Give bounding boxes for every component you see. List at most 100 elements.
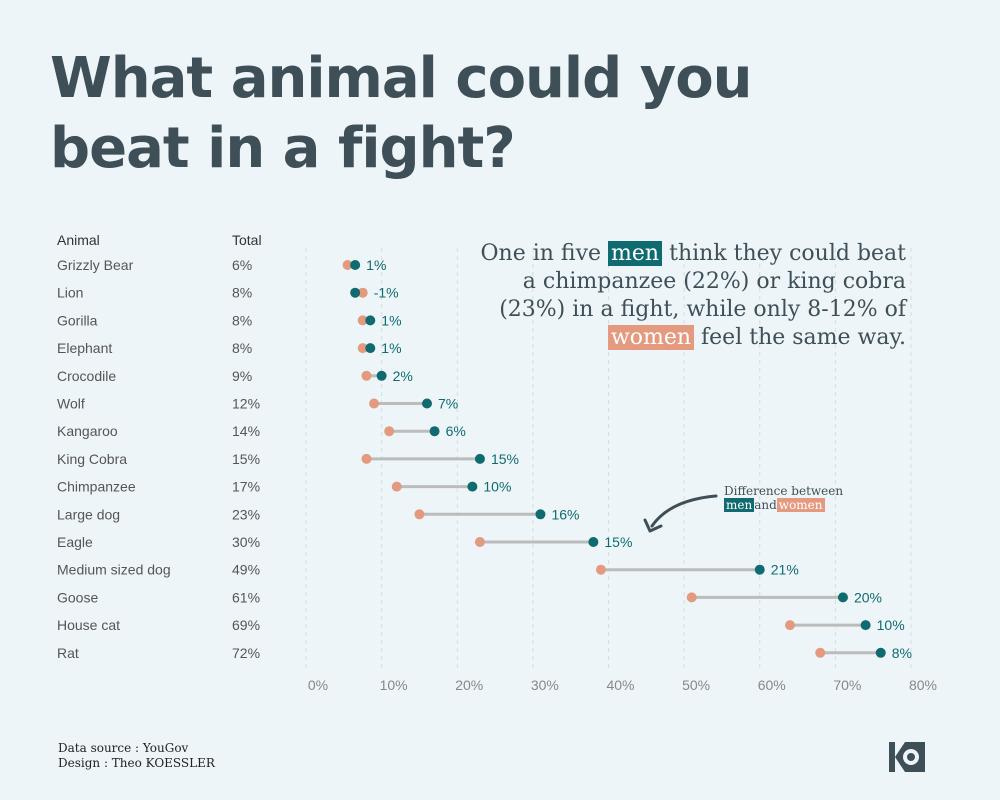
women-point (357, 343, 368, 354)
difference-label: 21% (771, 562, 799, 578)
x-tick-label: 20% (455, 677, 483, 693)
women-point (361, 370, 372, 381)
x-tick-label: 30% (531, 677, 559, 693)
women-highlight: women (607, 325, 695, 350)
annotation-part3: feel the same way. (694, 325, 906, 350)
men-point (365, 315, 376, 326)
animal-label: Eagle (57, 534, 93, 550)
animal-label: Medium sized dog (57, 562, 171, 578)
total-value: 8% (232, 285, 252, 301)
men-point (467, 481, 478, 492)
animal-label: Wolf (57, 396, 85, 412)
men-highlight: men (608, 241, 663, 266)
total-value: 6% (232, 257, 252, 273)
legend-and: and (754, 498, 777, 512)
animal-label: House cat (57, 617, 120, 633)
women-point (414, 509, 425, 520)
animal-label: Gorilla (57, 312, 98, 328)
total-value: 14% (232, 423, 260, 439)
data-source: Data source : YouGov (58, 741, 189, 755)
x-tick-label: 40% (606, 677, 634, 693)
women-point (384, 426, 395, 437)
difference-label: 1% (381, 312, 401, 328)
legend-women: women (776, 498, 825, 512)
animal-label: Crocodile (57, 368, 116, 384)
x-tick-label: 0% (308, 677, 328, 693)
x-tick-label: 60% (758, 677, 786, 693)
men-point (429, 426, 440, 437)
animal-label: Elephant (57, 340, 112, 356)
total-value: 69% (232, 617, 260, 633)
men-point (754, 564, 765, 575)
men-point (365, 343, 376, 354)
difference-label: 6% (446, 423, 466, 439)
x-tick-label: 80% (909, 677, 937, 693)
animal-label: Large dog (57, 506, 120, 522)
total-value: 30% (232, 534, 260, 550)
men-point (422, 398, 432, 409)
difference-legend-line1: Difference between (724, 484, 844, 498)
women-point (815, 647, 826, 658)
women-point (686, 592, 697, 603)
women-point (785, 620, 795, 631)
difference-legend: Difference between men and women (724, 484, 843, 512)
animal-label: Chimpanzee (57, 479, 136, 495)
annotation-text: One in five men think they could beat a … (466, 240, 906, 352)
difference-label: 1% (366, 257, 386, 273)
total-value: 15% (232, 451, 260, 467)
animal-label: Rat (57, 645, 79, 661)
men-point (350, 260, 361, 270)
total-value: 23% (232, 506, 260, 522)
animal-label: King Cobra (57, 451, 127, 467)
women-point (595, 564, 606, 575)
difference-label: 1% (381, 340, 401, 356)
page-title: What animal could you beat in a fight? (50, 46, 753, 181)
legend-men: men (724, 498, 755, 512)
difference-label: 7% (438, 396, 458, 412)
total-column-header: Total (232, 232, 262, 248)
women-point (391, 481, 402, 492)
x-tick-label: 50% (682, 677, 710, 693)
annotation-part1: One in five (480, 241, 609, 266)
difference-label: 10% (483, 479, 511, 495)
women-point (342, 260, 353, 270)
difference-label: 2% (393, 368, 413, 384)
footer: Data source : YouGov Design : Theo KOESS… (58, 741, 215, 771)
women-point (369, 398, 380, 409)
women-point (361, 453, 372, 464)
difference-label: 16% (551, 506, 579, 522)
x-tick-label: 10% (380, 677, 408, 693)
animal-label: Goose (57, 589, 98, 605)
men-point (588, 537, 599, 547)
men-point (474, 453, 485, 464)
ko-logo (889, 742, 925, 772)
total-value: 72% (232, 645, 260, 661)
difference-label: 8% (892, 645, 912, 661)
difference-label: 20% (854, 589, 882, 605)
animal-label: Grizzly Bear (57, 257, 134, 273)
women-point (357, 315, 368, 326)
total-value: 12% (232, 396, 260, 412)
total-value: 8% (232, 312, 252, 328)
difference-label: 10% (877, 617, 905, 633)
annotation-part2: think they could beat a chimpanzee (22%)… (499, 241, 906, 322)
women-point (357, 287, 368, 298)
difference-label: 15% (604, 534, 632, 550)
women-point (474, 537, 485, 547)
difference-label: 15% (491, 451, 519, 467)
men-point (875, 647, 886, 658)
total-value: 17% (232, 479, 260, 495)
animal-column-header: Animal (57, 232, 100, 248)
total-value: 9% (232, 368, 252, 384)
men-point (376, 370, 387, 381)
design-credit: Design : Theo KOESSLER (58, 756, 215, 770)
men-point (535, 509, 546, 520)
total-value: 8% (232, 340, 252, 356)
difference-label: -1% (374, 285, 399, 301)
men-point (350, 287, 361, 298)
men-point (860, 620, 871, 631)
animal-label: Kangaroo (57, 423, 118, 439)
x-tick-label: 70% (833, 677, 861, 693)
